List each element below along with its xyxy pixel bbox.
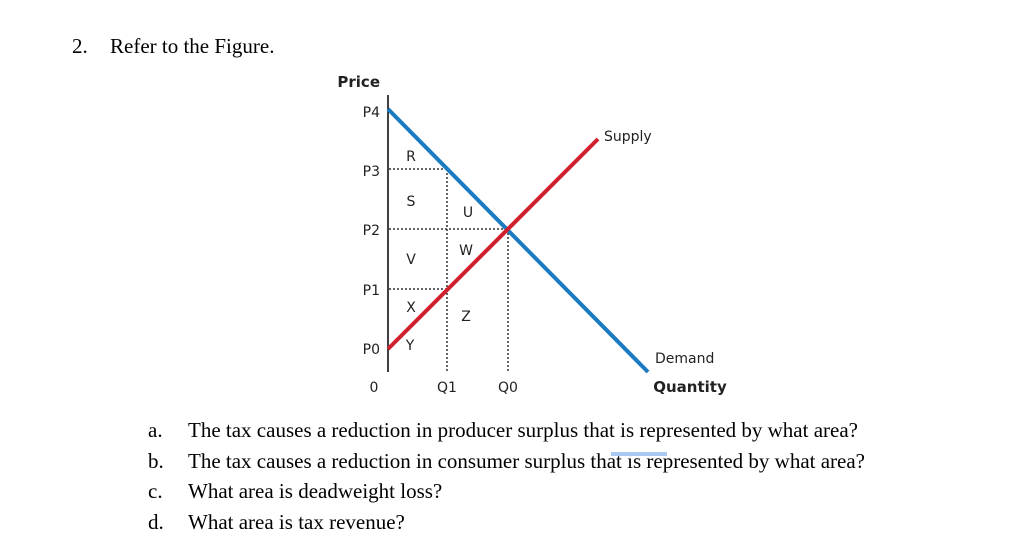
supply-curve <box>386 137 600 351</box>
area-label-z: Z <box>461 309 471 325</box>
quantity-label-0: 0 <box>370 380 379 396</box>
area-label-w: W <box>459 243 473 259</box>
quantity-label-q1: Q1 <box>437 380 457 396</box>
price-label-p3: P3 <box>363 164 380 180</box>
part-b-text: The tax causes a reduction in consumer s… <box>188 448 866 473</box>
part-d-letter: d. <box>148 509 164 534</box>
price-label-p4: P4 <box>363 105 380 121</box>
part-d-text: What area is tax revenue? <box>188 509 405 534</box>
text-selection-highlight <box>611 452 667 456</box>
part-a-text: The tax causes a reduction in producer s… <box>188 418 858 442</box>
supply-demand-figure: Price P4 P3 P2 P1 P0 0 Q1 Q0 Quantity Su… <box>337 73 727 396</box>
area-label-u: U <box>463 205 473 221</box>
part-c-text: What area is deadweight loss? <box>188 479 443 503</box>
demand-curve <box>386 107 650 374</box>
area-label-s: S <box>407 194 416 210</box>
area-label-x: X <box>406 300 416 316</box>
price-label-p1: P1 <box>363 283 380 299</box>
price-label-p0: P0 <box>363 342 380 358</box>
area-label-y: Y <box>405 338 415 354</box>
question-number: 2. <box>72 34 88 58</box>
question-heading: 2. Refer to the Figure. <box>72 34 274 59</box>
part-c-letter: c. <box>148 479 163 503</box>
area-label-v: V <box>406 252 416 268</box>
supply-label: Supply <box>604 129 652 145</box>
quantity-label-q0: Q0 <box>498 380 518 396</box>
part-b-letter: b. <box>148 448 164 473</box>
price-label-p2: P2 <box>363 223 380 239</box>
y-axis-title: Price <box>337 73 380 91</box>
area-label-r: R <box>406 149 416 165</box>
part-a-letter: a. <box>148 418 163 442</box>
x-axis-title: Quantity <box>653 378 727 396</box>
question-text: Refer to the Figure. <box>110 34 275 58</box>
demand-label: Demand <box>655 351 714 367</box>
